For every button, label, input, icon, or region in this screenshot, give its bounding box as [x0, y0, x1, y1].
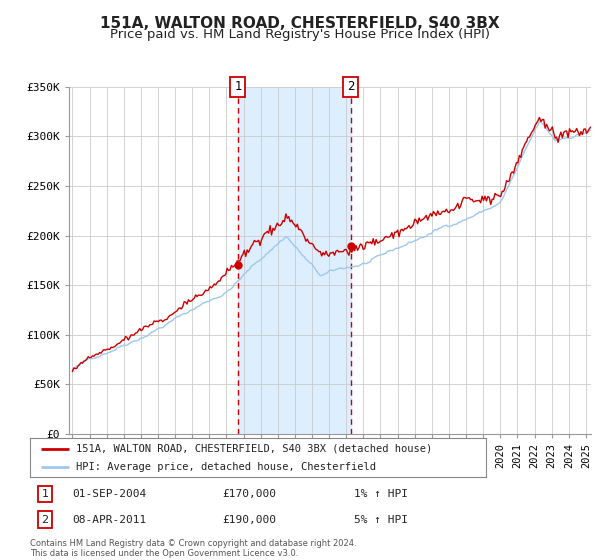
Text: £190,000: £190,000 [222, 515, 276, 525]
Text: HPI: Average price, detached house, Chesterfield: HPI: Average price, detached house, Ches… [76, 463, 376, 472]
Text: 1: 1 [41, 489, 49, 499]
Text: 151A, WALTON ROAD, CHESTERFIELD, S40 3BX (detached house): 151A, WALTON ROAD, CHESTERFIELD, S40 3BX… [76, 444, 432, 454]
Text: 151A, WALTON ROAD, CHESTERFIELD, S40 3BX: 151A, WALTON ROAD, CHESTERFIELD, S40 3BX [100, 16, 500, 31]
Text: 2: 2 [347, 80, 355, 94]
Text: 01-SEP-2004: 01-SEP-2004 [72, 489, 146, 499]
Text: £170,000: £170,000 [222, 489, 276, 499]
Bar [238, 87, 351, 434]
Text: 1% ↑ HPI: 1% ↑ HPI [354, 489, 408, 499]
Text: 1: 1 [234, 80, 242, 94]
Text: Contains HM Land Registry data © Crown copyright and database right 2024.
This d: Contains HM Land Registry data © Crown c… [30, 539, 356, 558]
Text: 08-APR-2011: 08-APR-2011 [72, 515, 146, 525]
Text: 2: 2 [41, 515, 49, 525]
Text: Price paid vs. HM Land Registry's House Price Index (HPI): Price paid vs. HM Land Registry's House … [110, 28, 490, 41]
Text: 5% ↑ HPI: 5% ↑ HPI [354, 515, 408, 525]
